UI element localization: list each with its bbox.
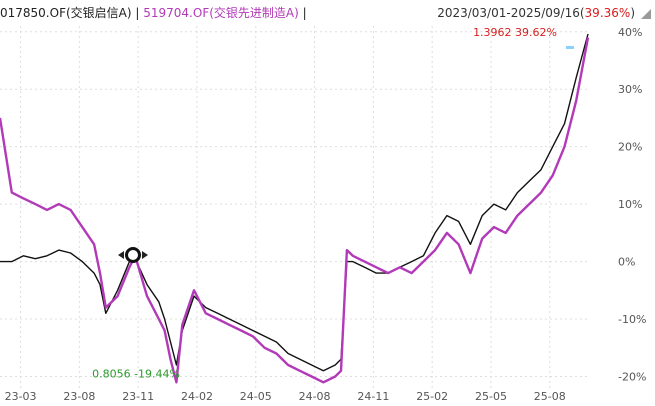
high-annotation-label: 1.3962 39.62% — [473, 26, 557, 39]
series-lines — [0, 33, 590, 384]
x-tick-label: 23-03 — [5, 390, 37, 403]
date-range-suffix: ) — [630, 6, 635, 20]
grid-lines — [0, 26, 588, 388]
x-tick-label: 25-05 — [475, 390, 507, 403]
legend-series-017850[interactable]: 017850.OF(交银启信A) — [0, 6, 132, 20]
handle-left-arrow-icon[interactable] — [118, 251, 124, 259]
high-marker-icon — [566, 46, 574, 49]
x-tick-label: 24-08 — [299, 390, 331, 403]
handle-circle-icon[interactable] — [125, 247, 141, 263]
y-tick-label: 40% — [618, 26, 642, 39]
legend-separator-2: | — [302, 6, 307, 20]
y-tick-label: -20% — [618, 371, 646, 384]
x-tick-label: 24-02 — [181, 390, 213, 403]
y-tick-label: -10% — [618, 313, 646, 326]
y-axis-ticks: 40% 30% 20% 10% 0% -10% -20% — [618, 26, 646, 384]
chart-header: 017850.OF(交银启信A) | 519704.OF(交银先进制造A) | … — [0, 0, 655, 26]
legend-separator: | — [135, 6, 140, 20]
legend-series-519704[interactable]: 519704.OF(交银先进制造A) — [143, 6, 299, 20]
dropdown-triangle-icon[interactable] — [640, 8, 652, 20]
line-chart: 40% 30% 20% 10% 0% -10% -20% 23-03 23-08 23-11 24… — [0, 26, 646, 403]
series-line-2 — [0, 37, 590, 384]
date-range-prefix: 2023/03/01-2025/09/16( — [437, 6, 585, 20]
y-tick-label: 10% — [618, 198, 642, 211]
x-tick-label: 25-08 — [534, 390, 566, 403]
y-tick-label: 30% — [618, 83, 642, 96]
legend: 017850.OF(交银启信A) | 519704.OF(交银先进制造A) | — [0, 0, 307, 26]
x-tick-label: 23-08 — [63, 390, 95, 403]
y-tick-label: 0% — [618, 256, 635, 269]
x-axis-ticks: 23-03 23-08 23-11 24-02 24-05 24-08 24-11 25-02… — [5, 390, 566, 403]
x-tick-label: 25-02 — [416, 390, 448, 403]
drag-handle[interactable] — [118, 247, 148, 263]
low-annotation-label: 0.8056 -19.44% — [92, 367, 180, 380]
y-tick-label: 20% — [618, 141, 642, 154]
handle-right-arrow-icon[interactable] — [142, 251, 148, 259]
high-marker — [566, 46, 574, 49]
date-range[interactable]: 2023/03/01-2025/09/16(39.36%) — [437, 0, 635, 26]
series-line-1 — [0, 33, 589, 372]
x-tick-label: 24-05 — [240, 390, 272, 403]
chart-annotations: 1.3962 39.62% 0.8056 -19.44% — [92, 26, 557, 380]
x-tick-label: 23-11 — [122, 390, 154, 403]
date-range-return: 39.36% — [584, 6, 631, 20]
x-tick-label: 24-11 — [357, 390, 389, 403]
